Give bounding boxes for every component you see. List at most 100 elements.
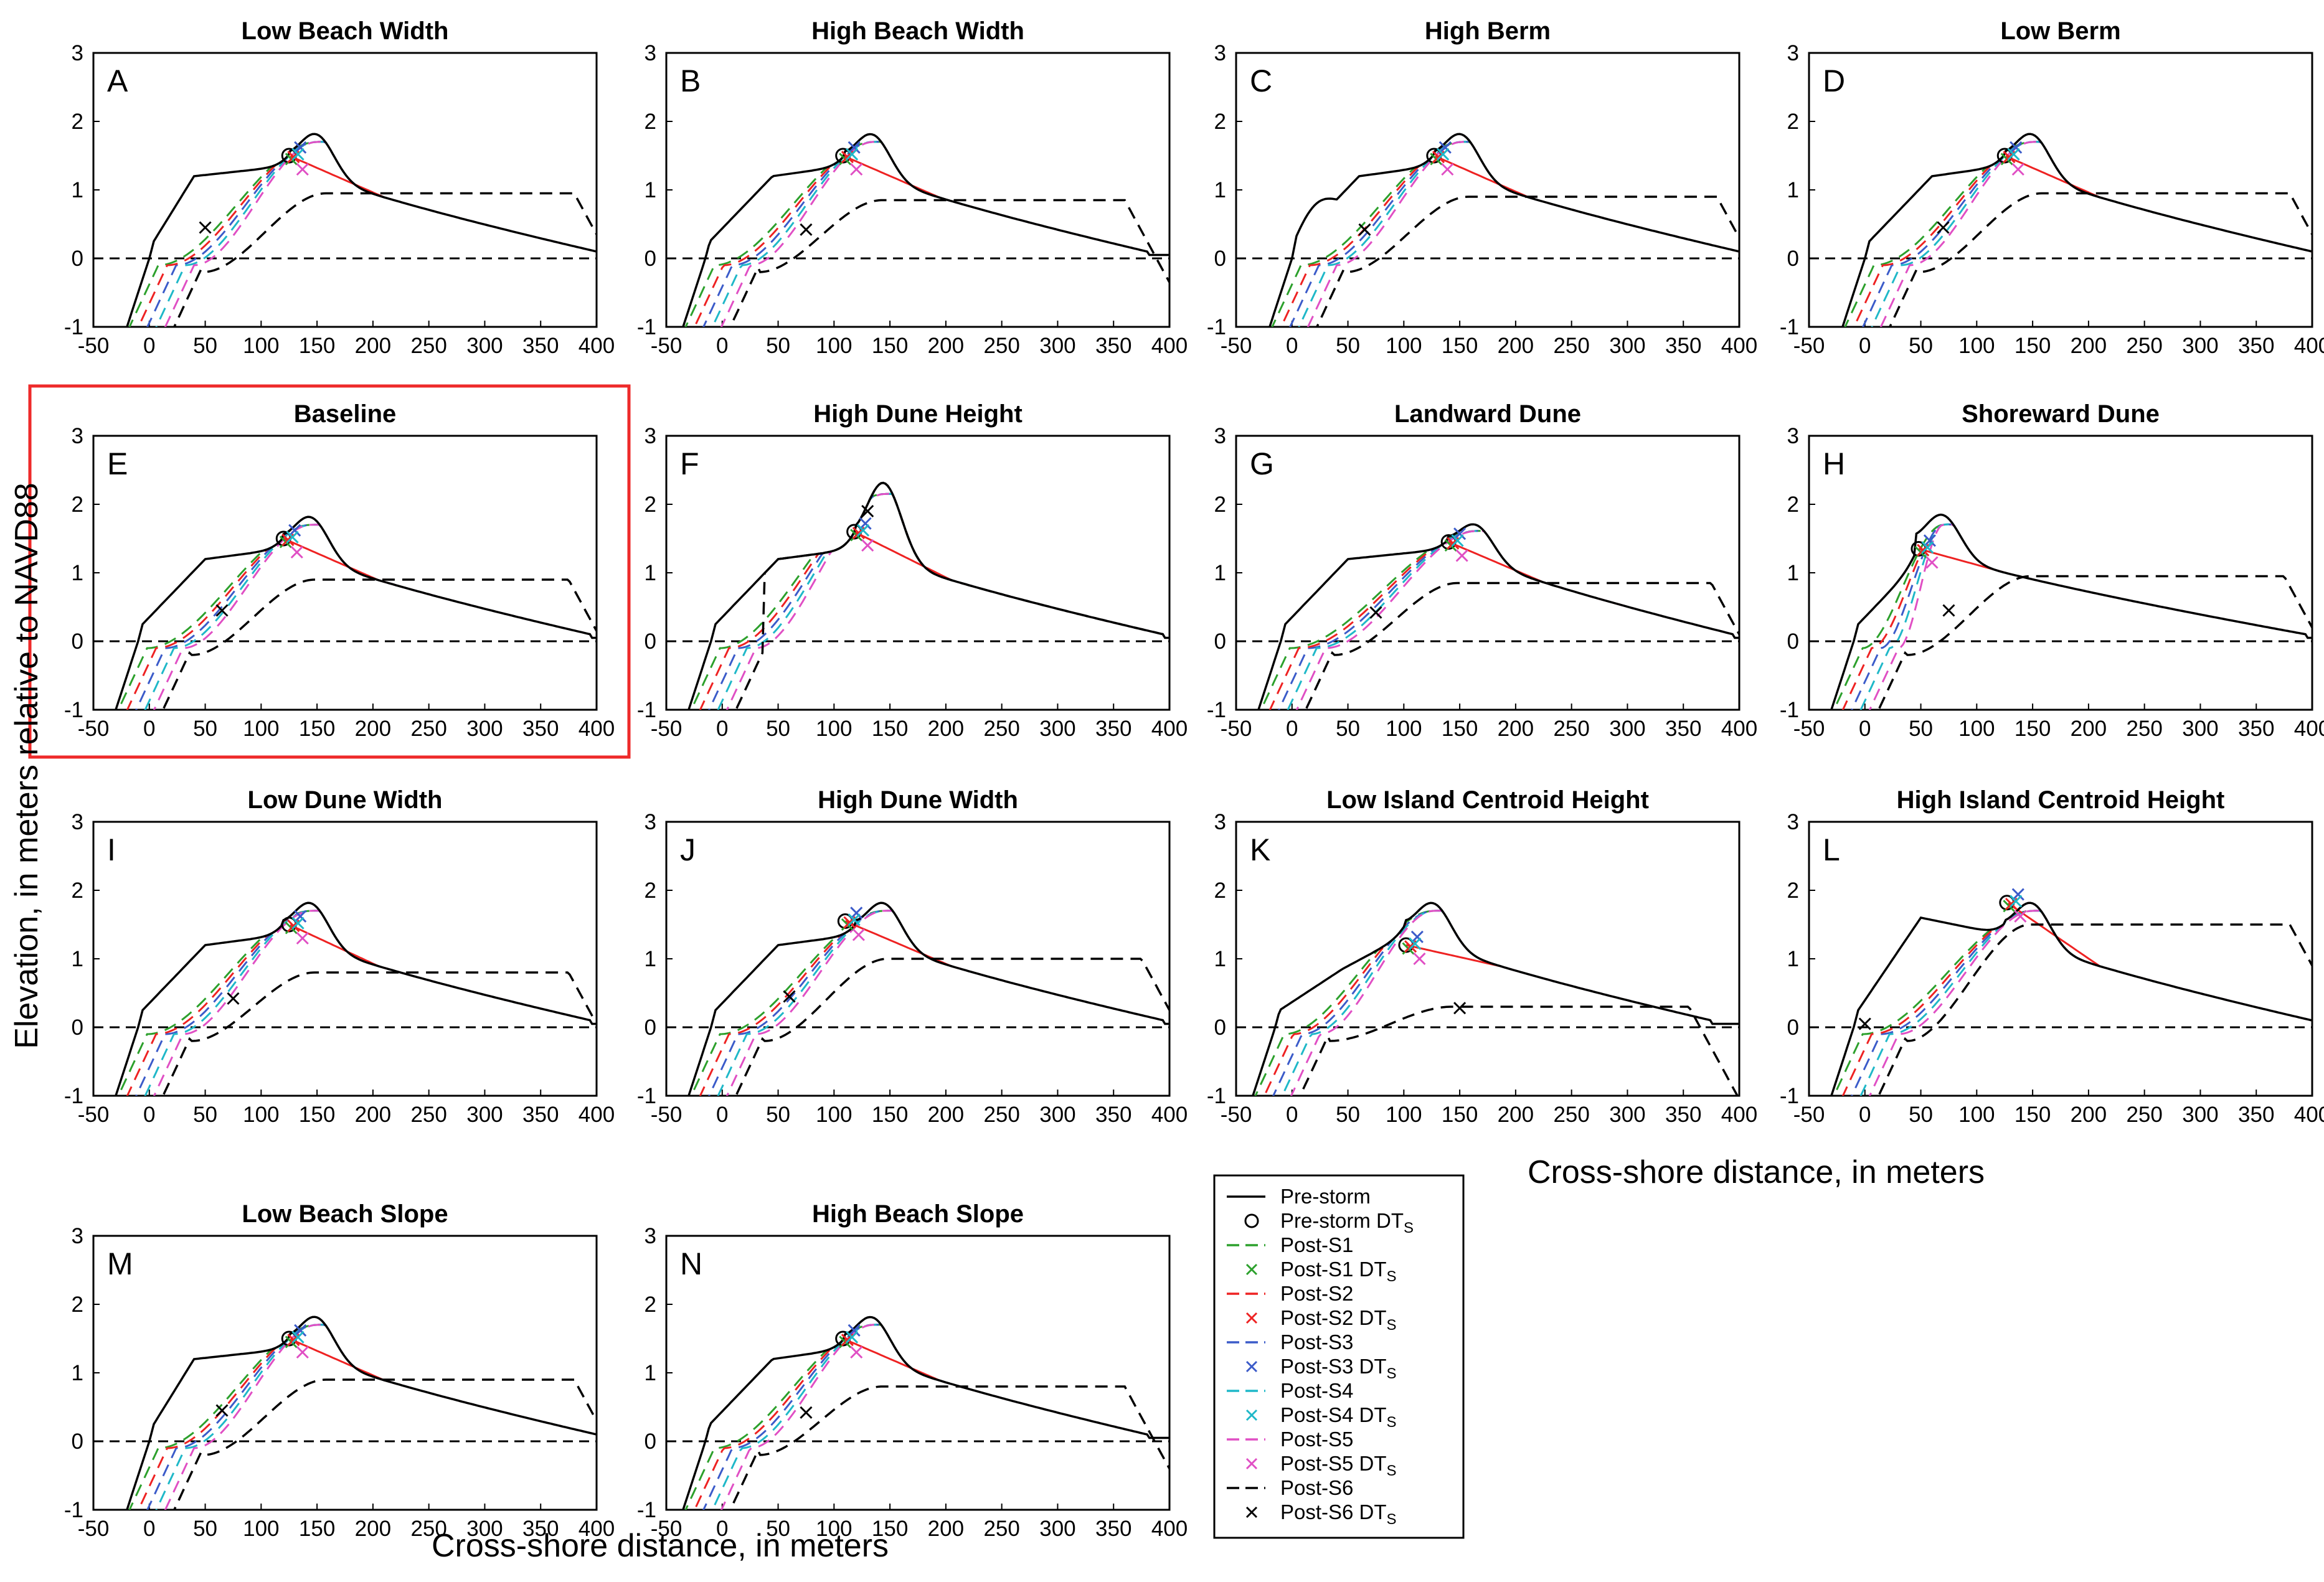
x-tick-label: -50 [651, 1103, 683, 1127]
x-tick-label: -50 [1221, 1103, 1252, 1127]
x-tick-label: 300 [1039, 334, 1075, 358]
x-tick-label: 300 [466, 717, 503, 741]
y-tick-label: 3 [1214, 424, 1226, 448]
x-tick-label: 150 [2015, 334, 2051, 358]
y-tick-label: 1 [645, 561, 656, 585]
legend-entry: Pre-storm [1227, 1185, 1371, 1208]
x-tick-label: 250 [410, 1103, 446, 1127]
x-tick-label: 0 [143, 1517, 155, 1541]
y-tick-label: -1 [64, 1498, 83, 1522]
post-s3-dt-marker [2010, 141, 2023, 154]
legend-label: Post-S2 DTS [1280, 1306, 1397, 1334]
legend-label: Post-S5 [1280, 1428, 1353, 1451]
x-tick-label: 300 [466, 1103, 503, 1127]
plot-area [93, 1316, 597, 1510]
y-tick-label: 2 [72, 1292, 83, 1317]
x-tick-label: 200 [928, 334, 964, 358]
panel-letter: A [107, 64, 128, 98]
post-s3-dt-marker [859, 517, 872, 530]
series-post-s6 [1877, 923, 2312, 1096]
x-tick-label: 200 [928, 1103, 964, 1127]
x-tick-label: 0 [1286, 334, 1298, 358]
legend-entry: Post-S5 [1227, 1428, 1353, 1451]
x-tick-label: 0 [1286, 1103, 1298, 1127]
x-tick-label: 250 [1553, 334, 1589, 358]
y-tick-label: 2 [645, 878, 656, 903]
x-tick-label: 150 [299, 717, 335, 741]
x-tick-label: 300 [1039, 717, 1075, 741]
plot-frame [92, 435, 598, 711]
x-tick-label: 400 [1151, 717, 1188, 741]
legend-label-subscript: S [1387, 1268, 1397, 1285]
x-tick-label: 150 [872, 1103, 908, 1127]
x-tick-label: 400 [579, 1517, 615, 1541]
y-tick-label: 3 [1787, 41, 1799, 65]
series-post-s2 [126, 917, 289, 1096]
panel-F: -50 0 50 100 150 200 250 300 350 400 -1 0 1 2 3 High Du… [637, 400, 1188, 741]
x-tick-label: 250 [983, 1517, 1019, 1541]
y-tick-label: 2 [1787, 110, 1799, 134]
y-tick-label: 1 [1214, 178, 1226, 202]
panel-M: -50 0 50 100 150 200 250 300 350 400 -1 0 1 2 3 Low Bea… [64, 1200, 615, 1541]
y-tick-label: 2 [645, 110, 656, 134]
x-tick-label: -50 [1793, 1103, 1825, 1127]
y-tick-label: -1 [1207, 315, 1226, 339]
legend-entry: Post-S4 [1227, 1379, 1353, 1402]
post-s6-dt-marker [215, 604, 229, 617]
x-tick-label: 200 [1498, 1103, 1534, 1127]
y-tick-label: 2 [645, 492, 656, 517]
y-tick-label: -1 [637, 1498, 656, 1522]
plot-area [666, 481, 1169, 710]
y-tick-label: 3 [72, 424, 83, 448]
series-post-s5 [1879, 141, 2312, 327]
y-tick-label: 1 [1214, 561, 1226, 585]
x-tick-label: -50 [78, 1103, 110, 1127]
legend-label: Post-S1 [1280, 1233, 1353, 1256]
post-s4-dt-marker [2007, 148, 2020, 161]
series-post-s6 [734, 481, 1169, 710]
series-post-s5 [153, 524, 597, 710]
y-tick-label: 1 [72, 561, 83, 585]
x-tick-label: 0 [143, 334, 155, 358]
y-tick-label: 2 [1787, 492, 1799, 517]
x-tick-label: 50 [193, 717, 217, 741]
x-tick-label: 150 [872, 717, 908, 741]
series-post-s6 [161, 971, 597, 1096]
x-tick-label: 200 [2071, 334, 2107, 358]
y-tick-label: 1 [72, 1361, 83, 1385]
y-tick-label: 3 [1787, 810, 1799, 834]
x-tick-label: 250 [1553, 1103, 1589, 1127]
legend-label: Post-S6 DTS [1280, 1500, 1397, 1528]
x-tick-label: 200 [2071, 1103, 2107, 1127]
y-tick-label: 2 [72, 878, 83, 903]
x-tick-label: 100 [243, 1517, 279, 1541]
series-post-s6 [1304, 581, 1739, 710]
panel-letter: K [1250, 832, 1270, 867]
post-s3-dt-marker [848, 1324, 861, 1337]
series-post-s2 [1263, 923, 1407, 1096]
legend-entry: Post-S2 [1227, 1282, 1353, 1305]
plot-area [93, 516, 597, 710]
x-tick-label: 250 [410, 334, 446, 358]
x-tick-label: 150 [299, 1517, 335, 1541]
legend-entry: Post-S2 DTS [1245, 1306, 1397, 1334]
legend-cross-swatch [1245, 1409, 1258, 1421]
y-tick-label: 2 [645, 1292, 656, 1317]
post-s4-dt-marker [846, 148, 859, 161]
y-tick-label: 1 [72, 947, 83, 971]
x-tick-label: 250 [983, 334, 1019, 358]
x-tick-label: 0 [1859, 334, 1871, 358]
panel-letter: C [1250, 64, 1272, 98]
x-tick-label: 150 [1442, 1103, 1478, 1127]
x-tick-label: 400 [2294, 1103, 2324, 1127]
legend-label: Post-S2 [1280, 1282, 1353, 1305]
x-tick-label: 250 [983, 1103, 1019, 1127]
x-tick-label: 0 [1286, 717, 1298, 741]
post-s5-dt-marker [290, 545, 303, 559]
panel-E: -50 0 50 100 150 200 250 300 350 400 -1 0 1 2 3 Baselin… [64, 400, 615, 741]
panel-title: High Island Centroid Height [1897, 786, 2225, 814]
post-s6-dt-marker [199, 221, 212, 234]
series-post-s4 [711, 1324, 1169, 1510]
post-s4-dt-marker [848, 913, 861, 926]
